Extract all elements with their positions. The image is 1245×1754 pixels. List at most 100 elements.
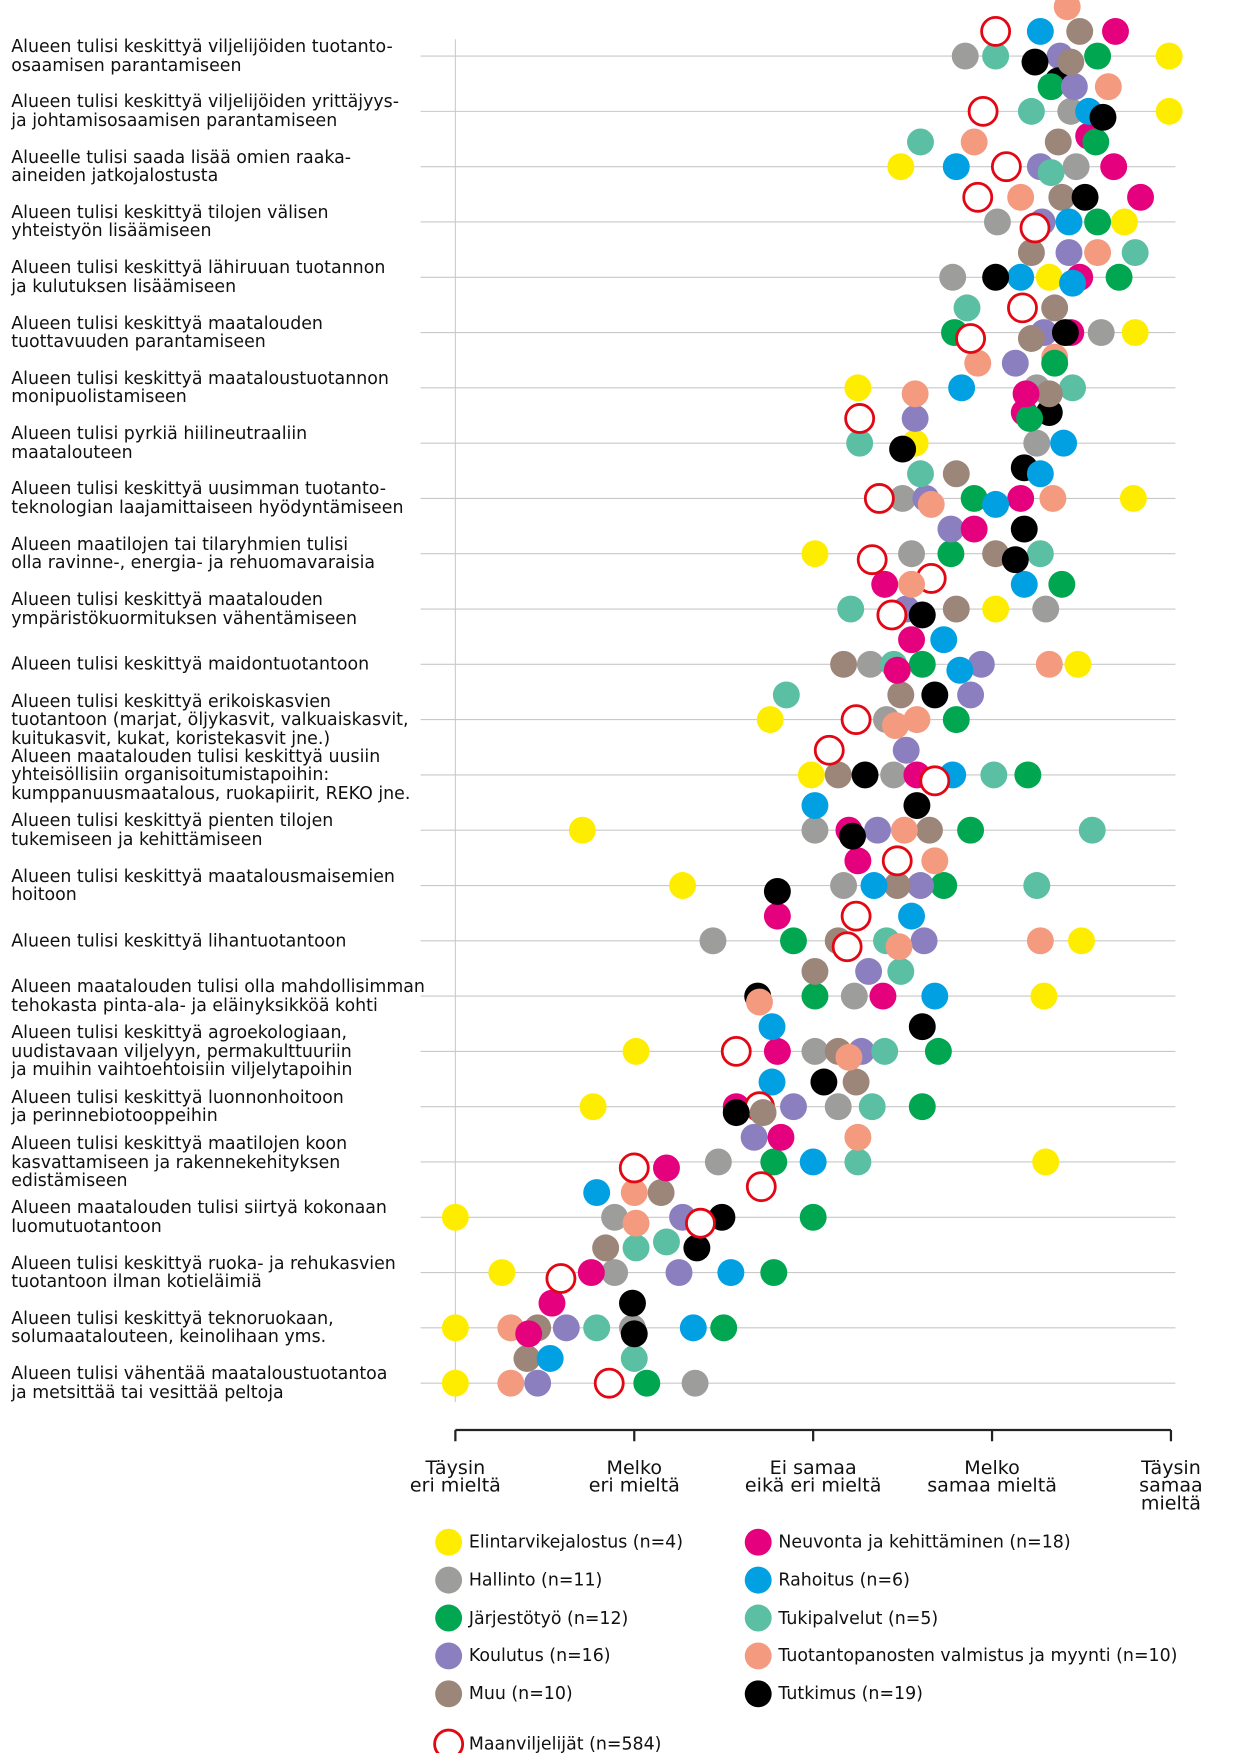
legend-label: Rahoitus (n=6) <box>778 1569 910 1590</box>
dot <box>568 816 596 844</box>
legend-swatch <box>435 1604 463 1632</box>
dot <box>957 816 985 844</box>
dot <box>1010 570 1038 598</box>
dot <box>619 1289 646 1317</box>
dot <box>760 1259 788 1287</box>
legend-swatch <box>744 1680 772 1708</box>
dot <box>685 1207 716 1239</box>
legend-swatch <box>435 1528 463 1556</box>
dot <box>1059 374 1087 402</box>
dot <box>799 1148 827 1176</box>
legend-label: Hallinto (n=11) <box>468 1569 603 1590</box>
dot <box>601 1259 629 1287</box>
dot <box>1019 212 1051 244</box>
dot <box>946 656 974 684</box>
dot <box>844 1123 872 1151</box>
dot <box>1062 153 1090 181</box>
legend-swatch <box>433 1728 465 1754</box>
category-label: Alueen maatilojen tai tilaryhmien tulisi… <box>11 534 376 573</box>
dot <box>898 626 926 654</box>
dot <box>1012 380 1040 408</box>
dot <box>1044 128 1072 156</box>
dot <box>746 988 773 1016</box>
dot <box>1071 183 1099 211</box>
dot <box>907 460 934 488</box>
dot <box>898 902 926 930</box>
legend-swatch <box>744 1528 772 1556</box>
dot <box>441 1314 469 1342</box>
dot <box>665 1259 693 1287</box>
dot <box>837 595 865 623</box>
dot <box>1121 239 1149 267</box>
category-label: Alueen tulisi vähentää maataloustuotanto… <box>11 1363 388 1403</box>
dot <box>797 761 825 789</box>
dot <box>513 1345 541 1372</box>
dot <box>1084 208 1112 236</box>
category-label: Alueen tulisi keskittyä erikoiskasvien t… <box>11 690 409 748</box>
dot <box>583 1179 611 1207</box>
category-label: Alueen tulisi pyrkiä hiilineutraaliin ma… <box>11 423 308 463</box>
dot <box>760 1148 788 1176</box>
dot <box>885 933 913 961</box>
dot <box>1094 73 1122 101</box>
dot <box>622 1234 650 1262</box>
dot <box>887 153 915 181</box>
dot <box>908 601 936 629</box>
category-label: Alueen tulisi keskittyä maatalouden tuot… <box>11 312 323 352</box>
category-label: Alueelle tulisi saada lisää omien raaka-… <box>11 147 352 186</box>
dot <box>1032 595 1060 623</box>
dot <box>856 544 888 576</box>
dot <box>844 374 872 402</box>
dot <box>1026 540 1054 568</box>
dot <box>858 1093 886 1121</box>
dot <box>919 765 951 797</box>
dot <box>967 650 995 678</box>
dot <box>1064 650 1092 678</box>
category-label: Alueen maatalouden tulisi siirtyä kokona… <box>11 1197 387 1237</box>
category-label: Alueen tulisi keskittyä maatalouden ympä… <box>11 589 358 629</box>
dot <box>1053 0 1081 21</box>
dot <box>1048 570 1076 598</box>
dot <box>876 599 908 631</box>
dot <box>717 1259 745 1287</box>
dot <box>942 706 970 734</box>
dot <box>813 734 845 766</box>
dot <box>1155 97 1183 125</box>
dot <box>1051 319 1079 347</box>
dot <box>763 1037 791 1065</box>
dot <box>799 1203 827 1231</box>
dot <box>831 931 863 963</box>
dot <box>1121 319 1149 347</box>
dot <box>593 1367 625 1399</box>
dot <box>948 374 976 402</box>
dot <box>1041 294 1069 322</box>
dot <box>881 712 909 740</box>
dot <box>846 429 874 457</box>
category-label: Alueen tulisi keskittyä maatilojen koon … <box>11 1133 348 1191</box>
dot <box>647 1179 675 1207</box>
dot <box>1055 239 1083 267</box>
dot <box>497 1369 525 1397</box>
dot <box>772 681 800 709</box>
dot <box>898 570 926 598</box>
dot <box>488 1259 516 1287</box>
dot <box>601 1203 629 1231</box>
dot <box>1007 183 1035 211</box>
dot <box>892 736 920 764</box>
dot <box>901 405 929 432</box>
dot <box>930 626 958 654</box>
dot <box>620 1179 648 1207</box>
dot <box>982 490 1010 518</box>
dot <box>1023 429 1051 457</box>
category-label: Alueen maatalouden tulisi olla mahdollis… <box>11 976 425 1016</box>
dot <box>990 151 1022 183</box>
dot <box>830 872 858 899</box>
dot <box>756 706 784 734</box>
dot <box>810 1068 838 1096</box>
dot <box>883 656 911 684</box>
dot <box>980 15 1012 47</box>
category-label: Alueen tulisi keskittyä maatalousmaisemi… <box>11 865 395 905</box>
dot <box>745 1171 777 1203</box>
dot <box>704 1148 732 1176</box>
